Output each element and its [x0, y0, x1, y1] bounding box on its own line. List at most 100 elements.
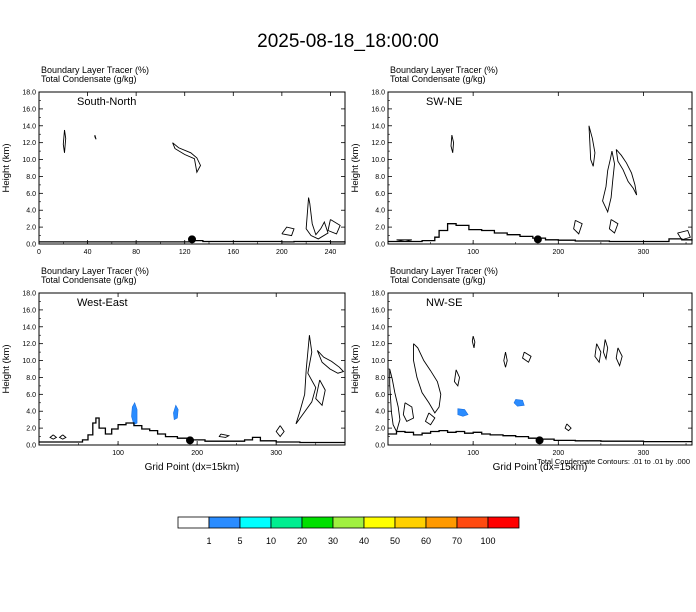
condensate-contour [413, 343, 442, 414]
colorbar-swatch [301, 516, 334, 529]
panel-name: South-North [77, 96, 136, 108]
x-tick-label: 120 [179, 249, 191, 256]
y-tick-label: 2.0 [26, 225, 36, 232]
y-tick-label: 0.0 [26, 242, 36, 249]
panel-header-tracer: Boundary Layer Tracer (%) [41, 65, 149, 75]
panel-nw-se: Boundary Layer Tracer (%)Total Condensat… [350, 266, 693, 473]
colorbar-label: 70 [452, 536, 462, 546]
y-tick-label: 6.0 [375, 191, 385, 198]
y-tick-label: 2.0 [375, 426, 385, 433]
y-tick-label: 14.0 [22, 123, 36, 130]
y-tick-label: 0.0 [375, 242, 385, 249]
y-tick-label: 10.0 [371, 358, 385, 365]
condensate-contour [49, 434, 58, 440]
condensate-contour [677, 229, 691, 241]
y-axis-label: Height (km) [350, 143, 361, 192]
condensate-contour [522, 351, 532, 363]
y-axis-label: Height (km) [350, 344, 361, 393]
y-tick-label: 18.0 [22, 90, 36, 97]
condensate-contour [94, 134, 97, 140]
x-tick-label: 100 [467, 249, 479, 256]
colorbar-swatch [394, 516, 427, 529]
x-axis-label: Grid Point (dx=15km) [493, 462, 588, 473]
y-tick-label: 14.0 [371, 324, 385, 331]
y-tick-label: 8.0 [375, 174, 385, 181]
y-axis-label: Height (km) [1, 344, 12, 393]
condensate-contour [327, 219, 341, 235]
panel-header-condensate: Total Condensate (g/kg) [41, 74, 137, 84]
y-tick-label: 10.0 [22, 157, 36, 164]
condensate-contour [315, 379, 326, 407]
colorbar-swatch [208, 516, 241, 529]
y-tick-label: 16.0 [22, 307, 36, 314]
panel-header-tracer: Boundary Layer Tracer (%) [390, 65, 498, 75]
x-tick-label: 160 [227, 249, 239, 256]
y-tick-label: 12.0 [371, 140, 385, 147]
condensate-contour [305, 197, 329, 240]
panel-sw-ne: Boundary Layer Tracer (%)Total Condensat… [350, 65, 693, 256]
condensate-contour [424, 412, 436, 426]
y-tick-label: 4.0 [375, 409, 385, 416]
y-tick-label: 18.0 [22, 291, 36, 298]
plot-frame [38, 292, 346, 446]
condensate-shade [513, 399, 525, 407]
x-axis-label: Grid Point (dx=15km) [145, 462, 240, 473]
panel-west-east: Boundary Layer Tracer (%)Total Condensat… [1, 266, 346, 473]
colorbar-label: 40 [359, 536, 369, 546]
terrain-line [39, 417, 345, 444]
plot-frame [38, 91, 346, 245]
colorbar-swatch [239, 516, 272, 529]
condensate-contour [218, 433, 231, 438]
y-tick-label: 0.0 [26, 443, 36, 450]
y-tick-label: 8.0 [26, 174, 36, 181]
x-tick-label: 80 [132, 249, 140, 256]
y-axis-label: Height (km) [1, 143, 12, 192]
condensate-contour [564, 423, 572, 432]
colorbar-label: 60 [421, 536, 431, 546]
condensate-contour [608, 219, 619, 234]
main-title: 2025-08-18_18:00:00 [257, 31, 439, 52]
colorbar: 1 5 10 20 30 40 50 60 70 100 [177, 516, 520, 546]
condensate-contour [615, 149, 638, 196]
y-tick-label: 14.0 [371, 123, 385, 130]
condensate-contour [594, 343, 602, 364]
colorbar-label: 50 [390, 536, 400, 546]
y-tick-label: 16.0 [371, 307, 385, 314]
location-marker [533, 235, 542, 244]
terrain-line [388, 223, 693, 243]
colorbar-label: 1 [206, 536, 211, 546]
panel-header-condensate: Total Condensate (g/kg) [390, 275, 486, 285]
condensate-contour [453, 369, 460, 387]
condensate-contour [172, 142, 202, 174]
colorbar-label: 100 [480, 536, 495, 546]
y-tick-label: 8.0 [375, 375, 385, 382]
condensate-contour [396, 239, 412, 242]
colorbar-label: 5 [237, 536, 242, 546]
y-tick-label: 6.0 [26, 191, 36, 198]
x-tick-label: 200 [191, 450, 203, 457]
condensate-contour [588, 125, 596, 167]
condensate-contour [275, 425, 285, 438]
y-tick-label: 6.0 [375, 392, 385, 399]
location-marker [186, 436, 195, 445]
colorbar-label: 20 [297, 536, 307, 546]
colorbar-swatch [332, 516, 365, 529]
location-marker [535, 436, 544, 445]
panel-header-tracer: Boundary Layer Tracer (%) [390, 266, 498, 276]
panel-header-condensate: Total Condensate (g/kg) [390, 74, 486, 84]
y-tick-label: 4.0 [375, 208, 385, 215]
y-tick-label: 6.0 [26, 392, 36, 399]
condensate-contour [471, 335, 476, 348]
y-tick-label: 18.0 [371, 90, 385, 97]
x-tick-label: 100 [467, 450, 479, 457]
condensate-contour [402, 402, 415, 422]
y-tick-label: 2.0 [26, 426, 36, 433]
condensate-contour [281, 226, 295, 237]
colorbar-swatch [177, 516, 210, 529]
y-tick-label: 10.0 [371, 157, 385, 164]
panel-name: NW-SE [426, 297, 462, 309]
x-tick-label: 40 [84, 249, 92, 256]
location-marker [188, 235, 196, 244]
y-tick-label: 16.0 [22, 106, 36, 113]
contour-note: Total Condensate Contours: .01 to .01 by… [537, 457, 690, 466]
